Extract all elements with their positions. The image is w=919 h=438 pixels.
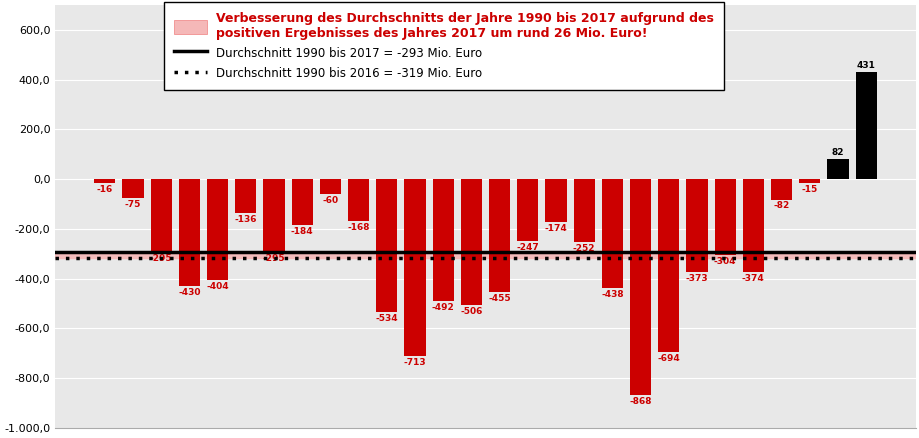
Text: -506: -506 — [460, 307, 482, 316]
Text: -82: -82 — [773, 201, 789, 211]
Text: -174: -174 — [544, 224, 567, 233]
Text: -438: -438 — [600, 290, 623, 299]
Bar — [320, 179, 341, 194]
Text: -295: -295 — [150, 254, 173, 264]
Text: -168: -168 — [347, 223, 369, 232]
Bar — [742, 179, 763, 272]
Bar — [460, 179, 482, 305]
Text: -252: -252 — [573, 244, 595, 253]
Bar — [826, 159, 847, 179]
Text: -373: -373 — [685, 274, 708, 283]
Text: -713: -713 — [403, 358, 425, 367]
Bar — [122, 179, 143, 198]
Bar — [432, 179, 453, 301]
Bar — [376, 179, 397, 312]
Text: -136: -136 — [234, 215, 256, 224]
Text: -15: -15 — [800, 185, 817, 194]
Bar — [601, 179, 622, 288]
Text: -534: -534 — [375, 314, 398, 323]
Bar — [657, 179, 678, 352]
Bar — [573, 179, 594, 242]
Text: -75: -75 — [125, 200, 142, 209]
Bar — [151, 179, 172, 252]
Bar — [55, 252, 914, 258]
Bar — [714, 179, 735, 255]
Text: -247: -247 — [516, 243, 539, 251]
Bar — [855, 72, 876, 179]
Text: -60: -60 — [322, 196, 338, 205]
Text: -430: -430 — [178, 288, 200, 297]
Legend: Verbesserung des Durchschnitts der Jahre 1990 bis 2017 aufgrund des
positiven Er: Verbesserung des Durchschnitts der Jahre… — [165, 3, 723, 90]
Bar — [686, 179, 707, 272]
Bar — [178, 179, 199, 286]
Text: 431: 431 — [856, 61, 875, 70]
Bar — [404, 179, 425, 357]
Bar — [207, 179, 228, 279]
Bar — [630, 179, 651, 395]
Text: -295: -295 — [263, 254, 285, 264]
Bar — [94, 179, 115, 183]
Bar — [516, 179, 538, 240]
Text: -16: -16 — [96, 185, 113, 194]
Bar — [799, 179, 820, 183]
Bar — [770, 179, 791, 199]
Bar — [545, 179, 566, 223]
Text: -455: -455 — [488, 294, 510, 303]
Bar — [489, 179, 510, 292]
Text: -374: -374 — [741, 274, 764, 283]
Text: -694: -694 — [657, 354, 679, 363]
Text: 82: 82 — [831, 148, 844, 157]
Bar — [347, 179, 369, 221]
Bar — [263, 179, 284, 252]
Bar — [235, 179, 256, 213]
Text: -184: -184 — [290, 227, 313, 236]
Text: -492: -492 — [431, 304, 454, 312]
Text: -868: -868 — [629, 397, 652, 406]
Text: -304: -304 — [713, 257, 735, 266]
Text: -404: -404 — [206, 282, 229, 290]
Bar — [291, 179, 312, 225]
